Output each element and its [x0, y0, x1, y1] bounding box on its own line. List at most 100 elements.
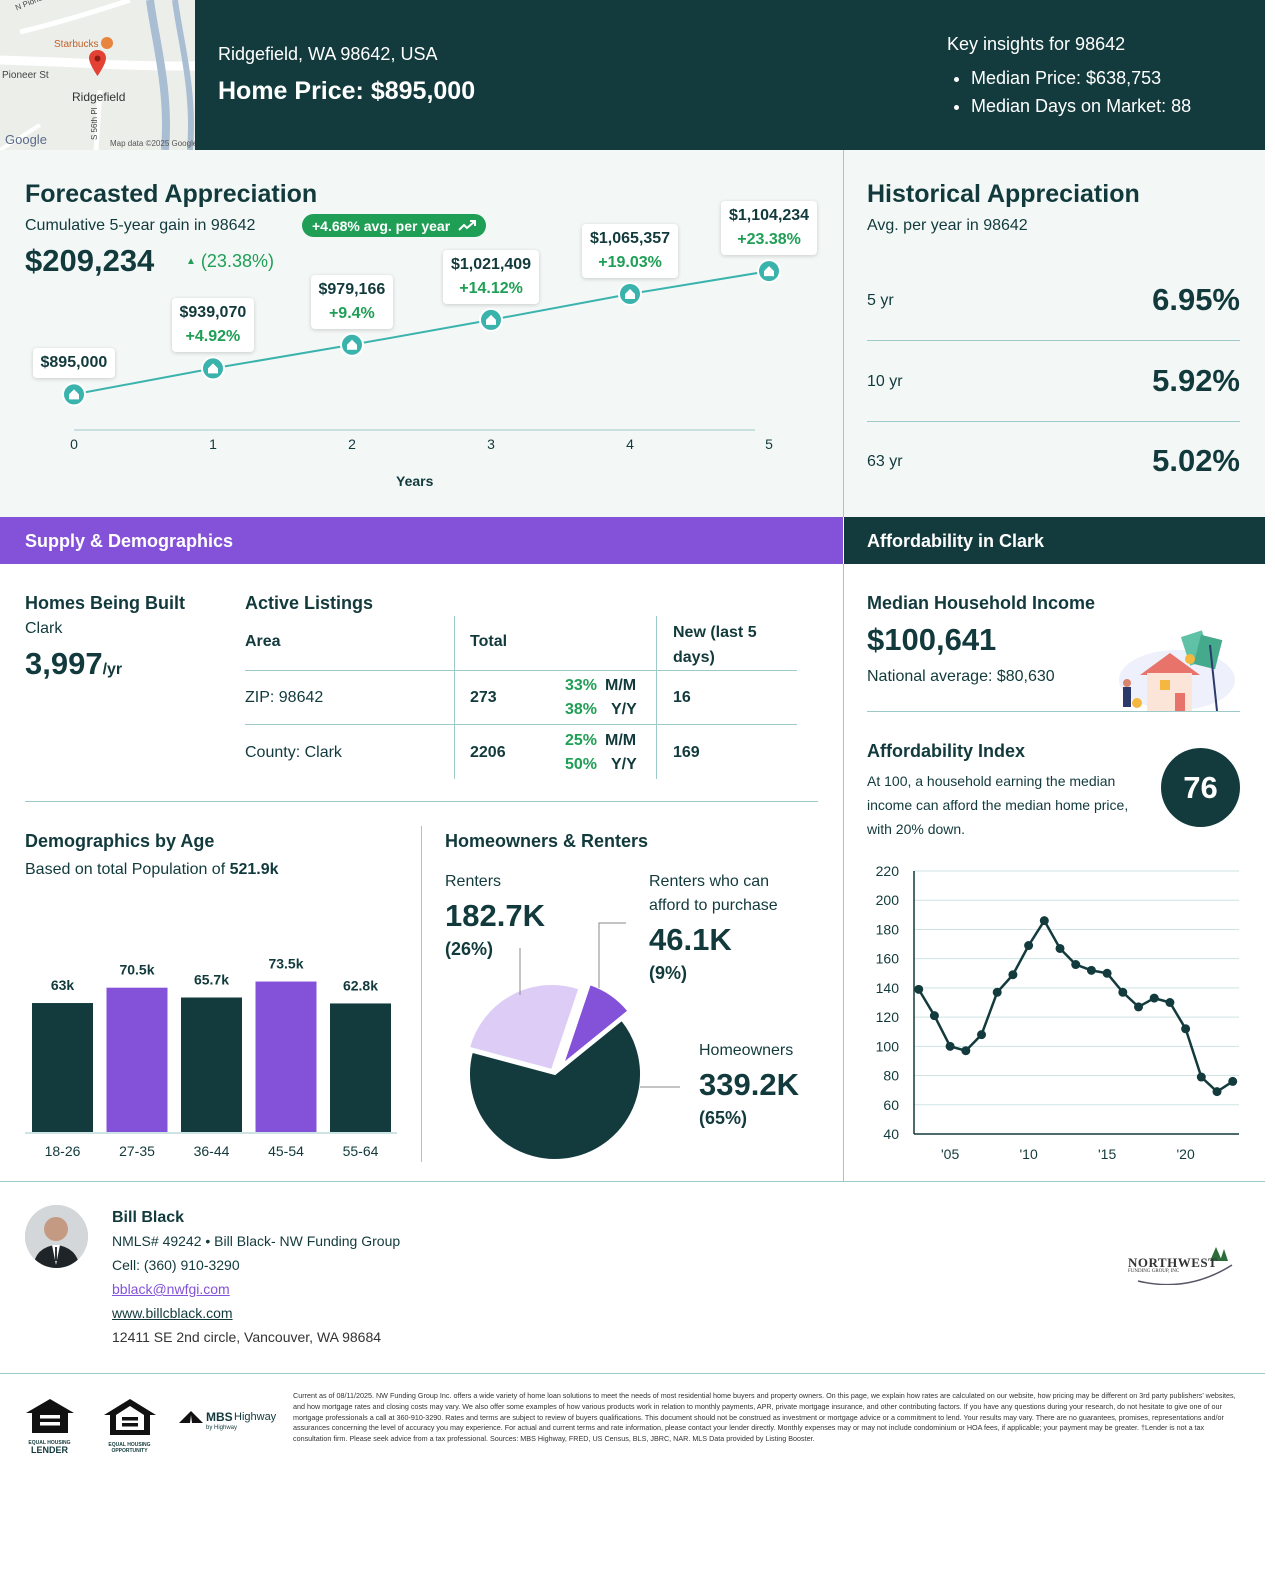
homes-built-title: Homes Being Built [25, 593, 186, 613]
table-row: ZIP: 98642 273 33% M/M 38% Y/Y 16 [245, 672, 797, 724]
agent-cell: Cell: (360) 910-3290 [112, 1257, 240, 1273]
agent-website-link[interactable]: www.billcblack.com [112, 1305, 233, 1321]
y-tick-label: 160 [876, 951, 900, 967]
cell-total: 2206 [470, 744, 506, 761]
index-line [917, 918, 1234, 1094]
highway-text: Highway [234, 1411, 277, 1423]
insight-days-on-market: Median Days on Market: 88 [971, 96, 1191, 117]
value-label: $979,166 +9.4% [310, 274, 394, 329]
tenure-pie-chart [467, 922, 680, 1161]
historical-label: 5 yr [867, 292, 894, 309]
x-tick-label: '15 [1098, 1146, 1116, 1162]
home-icon [764, 266, 774, 277]
historical-label: 63 yr [867, 453, 903, 470]
location-map[interactable]: N Pioneer Canyon Dr Starbucks Pioneer St… [0, 0, 195, 150]
historical-row: 10 yr 5.92% [867, 361, 1240, 401]
home-price: Home Price: $895,000 [218, 77, 476, 105]
value-label-amount: $1,104,234 [729, 207, 810, 225]
data-point [1181, 1024, 1191, 1034]
equal-housing-lender-logo: EQUAL HOUSING LENDER [22, 1397, 77, 1455]
leader-line [598, 922, 626, 988]
data-point [961, 1046, 971, 1056]
historical-row: 5 yr 6.95% [867, 280, 1240, 320]
data-point [1008, 970, 1018, 980]
value-label-amount: $895,000 [40, 354, 108, 372]
agent-nmls: NMLS# 49242 • Bill Black- NW Funding Gro… [112, 1233, 401, 1249]
map-credit: Map data ©2025 Google [110, 139, 195, 148]
data-point [1039, 916, 1049, 926]
cell-total: 273 [470, 689, 497, 706]
forecast-chart: 0 1 2 3 4 5 [62, 259, 781, 452]
demographics-title: Demographics by Age [25, 831, 215, 851]
bar-value-label: 73.5k [268, 956, 303, 972]
cell-area: ZIP: 98642 [245, 689, 324, 706]
owners-pct: (65%) [699, 1108, 748, 1128]
x-tick-label: 1 [209, 436, 217, 452]
x-tick-label: 5 [765, 436, 773, 452]
data-point [1212, 1087, 1222, 1097]
y-tick-label: 220 [876, 863, 900, 879]
data-point [929, 1011, 939, 1021]
renters-value: 182.7K [445, 898, 545, 933]
affordability-band-title: Affordability in Clark [867, 531, 1045, 551]
bar [32, 1003, 93, 1132]
affordability-band: Affordability in Clark [844, 517, 1265, 564]
agent-email-link[interactable]: bblack@nwfgi.com [112, 1281, 230, 1297]
y-tick-label: 180 [876, 921, 900, 937]
row-divider [867, 340, 1240, 341]
by-highway-text: by Highway [206, 1425, 238, 1431]
value-label-percent: +4.92% [185, 328, 241, 346]
coffee-icon [101, 37, 113, 49]
listings-title: Active Listings [245, 593, 374, 613]
value-label-percent: +9.4% [328, 304, 375, 322]
pie-slice-renters [467, 983, 581, 1072]
map-street-label-3: S 56th Pl [90, 107, 99, 140]
value-label: $895,000 [32, 348, 116, 379]
historical-panel [844, 150, 1265, 517]
population-total: 521.9k [229, 861, 279, 878]
table-header-new: New (last 5 days) [673, 624, 757, 666]
historical-value: 6.95% [1152, 282, 1240, 317]
insight-median-price: Median Price: $638,753 [971, 68, 1191, 89]
afford-label-1: Renters who can [649, 873, 770, 890]
cell-area: County: Clark [245, 744, 342, 761]
historical-title: Historical Appreciation [867, 180, 1140, 208]
population-prefix: Based on total Population of [25, 861, 230, 878]
property-address: Ridgefield, WA 98642, USA [218, 44, 438, 64]
insights-list: Median Price: $638,753 Median Days on Ma… [971, 68, 1191, 117]
y-tick-label: 80 [883, 1068, 899, 1084]
home-icon [208, 363, 218, 374]
pie-slice-afford [560, 982, 630, 1067]
house-icon [25, 1399, 74, 1433]
owners-title: Homeowners & Renters [445, 831, 649, 851]
data-point [1196, 1072, 1206, 1082]
data-point [1134, 1002, 1144, 1012]
demographics-subtitle: Based on total Population of 521.9k [25, 861, 279, 879]
section-divider [421, 826, 422, 1162]
owners-label: Homeowners [699, 1042, 794, 1059]
x-tick-label: 4 [626, 436, 634, 452]
historical-row: 63 yr 5.02% [867, 441, 1240, 481]
forecast-panel [0, 150, 843, 517]
y-tick-label: 200 [876, 892, 900, 908]
agent-address: 12411 SE 2nd circle, Vancouver, WA 98684 [112, 1329, 382, 1345]
historical-value: 5.92% [1152, 363, 1240, 398]
afford-label-2: afford to purchase [649, 897, 778, 914]
value-label-percent: +23.38% [737, 231, 801, 249]
logo-text: OPPORTUNITY [111, 1448, 148, 1454]
tree-icon [1137, 1247, 1233, 1285]
y-tick-label: 60 [883, 1097, 899, 1113]
house-icon [103, 1399, 156, 1435]
cell-mm-pct: 33% [565, 677, 598, 694]
index-value-badge: 76 [1161, 748, 1240, 827]
table-row-divider [245, 724, 797, 725]
cell-mm: M/M [605, 677, 637, 694]
table-row-divider [245, 670, 797, 671]
data-point [1228, 1076, 1238, 1086]
header-bar [0, 0, 1265, 150]
bar [181, 997, 242, 1132]
section-divider [843, 150, 844, 517]
bar-label-box [262, 951, 310, 976]
data-point [914, 984, 924, 994]
bar-value-label: 62.8k [343, 977, 378, 993]
